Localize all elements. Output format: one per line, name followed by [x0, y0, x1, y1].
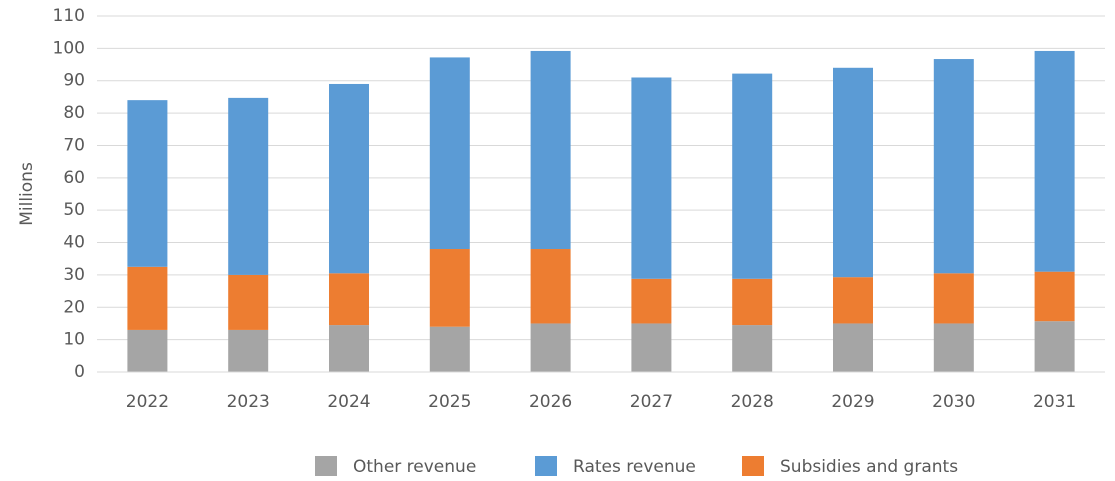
bar-segment [732, 325, 773, 372]
x-tick-label: 2031 [1033, 392, 1076, 412]
x-tick-label: 2024 [327, 392, 370, 412]
x-tick-label: 2026 [529, 392, 572, 412]
x-tick-label: 2022 [126, 392, 169, 412]
y-tick-label: 60 [63, 168, 85, 188]
bar-segment [933, 273, 974, 324]
legend-swatch [315, 456, 337, 476]
bar-segment [1034, 50, 1075, 272]
bar-segment [530, 50, 571, 250]
bar-segment [732, 73, 773, 279]
bar-segment [933, 59, 974, 274]
legend-swatch [742, 456, 764, 476]
bar-segment [1034, 321, 1075, 372]
y-axis-label: Millions [17, 162, 37, 226]
bar-segment [329, 325, 369, 372]
bar-segment [429, 249, 470, 327]
y-tick-label: 40 [63, 233, 85, 253]
legend-label: Rates revenue [573, 457, 696, 477]
bar-segment [732, 278, 773, 326]
bar-segment [329, 273, 369, 326]
x-tick-label: 2027 [630, 392, 673, 412]
x-tick-label: 2023 [227, 392, 270, 412]
y-tick-label: 10 [63, 330, 85, 350]
bar-segment [631, 323, 672, 372]
bar-segment [127, 329, 168, 372]
x-tick-label: 2030 [932, 392, 975, 412]
y-tick-label: 50 [63, 200, 85, 220]
bar-segment [228, 97, 269, 275]
legend-label: Subsidies and grants [780, 457, 958, 477]
bar-segment [228, 274, 269, 330]
bar-segment [631, 77, 672, 279]
bar-segment [833, 277, 873, 324]
bar-segment [933, 323, 974, 372]
legend-swatch [535, 456, 557, 476]
y-tick-label: 70 [63, 135, 85, 155]
bar-segment [1034, 271, 1075, 322]
y-tick-label: 110 [53, 6, 85, 26]
bar-segment [631, 278, 672, 324]
bar-segment [833, 67, 873, 278]
x-tick-label: 2025 [428, 392, 471, 412]
bar-segment [530, 323, 571, 372]
bar-segment [329, 83, 369, 274]
legend-label: Other revenue [353, 457, 476, 477]
y-tick-label: 20 [63, 297, 85, 317]
bar-segment [429, 326, 470, 372]
bar-segment [833, 323, 873, 372]
bar-segment [530, 249, 571, 324]
y-tick-label: 80 [63, 103, 85, 123]
x-tick-label: 2028 [731, 392, 774, 412]
bar-segment [228, 329, 269, 372]
y-tick-label: 30 [63, 265, 85, 285]
x-tick-label: 2029 [831, 392, 874, 412]
y-tick-label: 90 [63, 71, 85, 91]
y-tick-label: 0 [74, 362, 85, 382]
y-tick-label: 100 [53, 38, 85, 58]
bar-segment [429, 57, 470, 250]
bar-segment [127, 100, 168, 267]
bar-segment [127, 266, 168, 330]
